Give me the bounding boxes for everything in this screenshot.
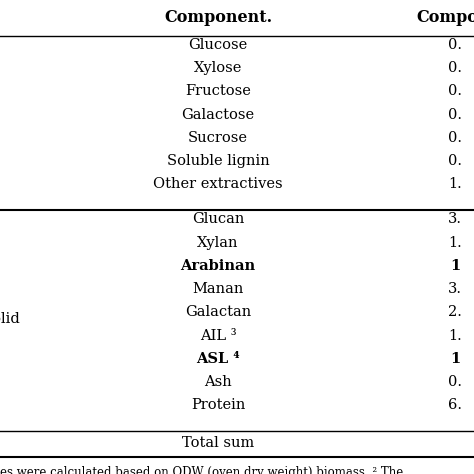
Text: Galactose: Galactose	[182, 108, 255, 122]
Text: 0.: 0.	[448, 38, 462, 52]
Text: AIL ³: AIL ³	[200, 328, 237, 343]
Text: 1.: 1.	[448, 236, 462, 250]
Text: Protein: Protein	[191, 398, 245, 412]
Text: Ash: Ash	[204, 375, 232, 389]
Text: 0.: 0.	[448, 108, 462, 122]
Text: 0.: 0.	[448, 131, 462, 145]
Text: Component.: Component.	[164, 9, 272, 27]
Text: Total sum: Total sum	[182, 436, 254, 450]
Text: 0.: 0.	[448, 61, 462, 75]
Text: 6.: 6.	[448, 398, 462, 412]
Text: 0.: 0.	[448, 154, 462, 168]
Text: 1.: 1.	[448, 328, 462, 343]
Text: es were calculated based on ODW (oven dry weight) biomass. ² The: es were calculated based on ODW (oven dr…	[0, 466, 403, 474]
Text: Manan: Manan	[192, 282, 244, 296]
Text: 0.: 0.	[448, 375, 462, 389]
Text: Xylan: Xylan	[197, 236, 239, 250]
Text: Compo…: Compo…	[416, 9, 474, 27]
Text: Arabinan: Arabinan	[181, 259, 255, 273]
Text: Other extractives: Other extractives	[153, 177, 283, 191]
Text: Glucan: Glucan	[192, 212, 244, 227]
Text: ASL ⁴: ASL ⁴	[196, 352, 240, 366]
Text: 1.: 1.	[448, 177, 462, 191]
Text: 1: 1	[450, 259, 460, 273]
Text: Galactan: Galactan	[185, 305, 251, 319]
Text: 3.: 3.	[448, 282, 462, 296]
Text: 1: 1	[450, 352, 460, 366]
Text: Sucrose: Sucrose	[188, 131, 248, 145]
Text: Glucose: Glucose	[189, 38, 247, 52]
Text: 3.: 3.	[448, 212, 462, 227]
Text: 0.: 0.	[448, 84, 462, 99]
Text: 2.: 2.	[448, 305, 462, 319]
Text: Soluble lignin: Soluble lignin	[167, 154, 269, 168]
Text: e-solid: e-solid	[0, 312, 20, 326]
Text: Xylose: Xylose	[194, 61, 242, 75]
Text: Fructose: Fructose	[185, 84, 251, 99]
